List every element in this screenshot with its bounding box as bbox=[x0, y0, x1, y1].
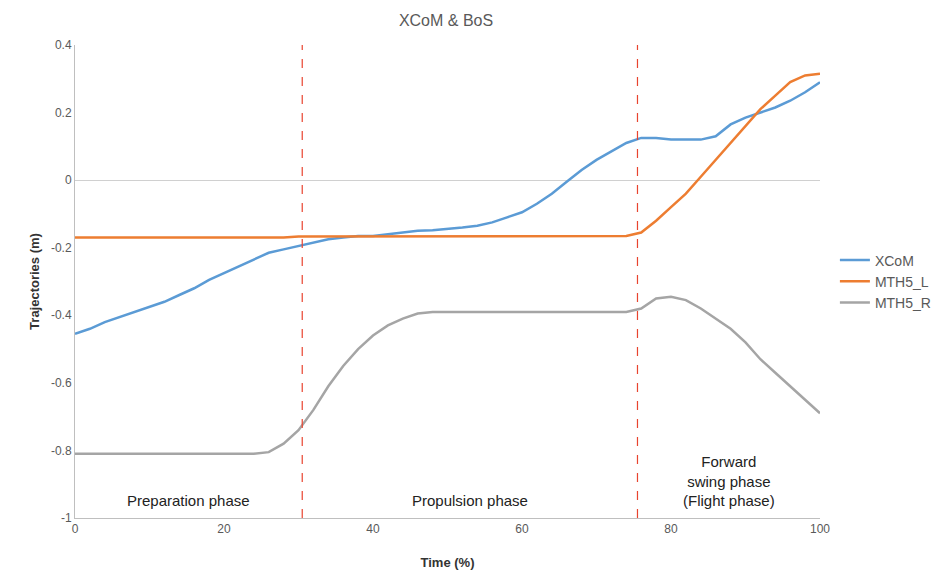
svg-text:-0.8: -0.8 bbox=[51, 444, 72, 458]
svg-text:Forwardswing phase(Flight phas: Forwardswing phase(Flight phase) bbox=[683, 453, 775, 509]
svg-text:Preparation phase: Preparation phase bbox=[127, 492, 250, 509]
svg-text:40: 40 bbox=[366, 522, 380, 536]
svg-text:MTH5_L: MTH5_L bbox=[875, 274, 929, 290]
svg-text:XCoM: XCoM bbox=[875, 253, 914, 269]
svg-text:-1: -1 bbox=[61, 511, 72, 525]
svg-text:0: 0 bbox=[72, 522, 79, 536]
svg-text:-0.2: -0.2 bbox=[51, 241, 72, 255]
svg-text:60: 60 bbox=[515, 522, 529, 536]
svg-text:-0.4: -0.4 bbox=[51, 308, 72, 322]
svg-text:0.4: 0.4 bbox=[55, 38, 72, 52]
svg-text:100: 100 bbox=[810, 522, 830, 536]
svg-text:Propulsion phase: Propulsion phase bbox=[412, 492, 528, 509]
svg-text:0.2: 0.2 bbox=[55, 106, 72, 120]
svg-text:-0.6: -0.6 bbox=[51, 376, 72, 390]
svg-text:20: 20 bbox=[217, 522, 231, 536]
svg-text:Trajectories (m): Trajectories (m) bbox=[27, 233, 42, 330]
svg-text:Time (%): Time (%) bbox=[421, 555, 475, 570]
svg-text:80: 80 bbox=[664, 522, 678, 536]
svg-text:MTH5_R: MTH5_R bbox=[875, 295, 931, 311]
svg-text:0: 0 bbox=[65, 173, 72, 187]
svg-text:XCoM & BoS: XCoM & BoS bbox=[399, 12, 493, 29]
